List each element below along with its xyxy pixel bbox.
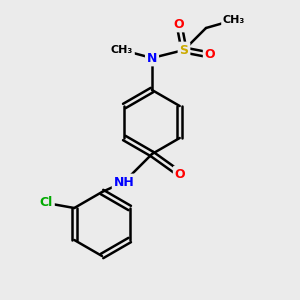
Text: O: O <box>174 17 184 31</box>
Text: S: S <box>179 44 188 56</box>
Text: O: O <box>205 49 215 62</box>
Text: CH₃: CH₃ <box>111 45 133 55</box>
Text: O: O <box>175 167 185 181</box>
Text: NH: NH <box>114 176 134 188</box>
Text: N: N <box>147 52 157 64</box>
Text: CH₃: CH₃ <box>223 15 245 25</box>
Text: Cl: Cl <box>40 196 53 209</box>
